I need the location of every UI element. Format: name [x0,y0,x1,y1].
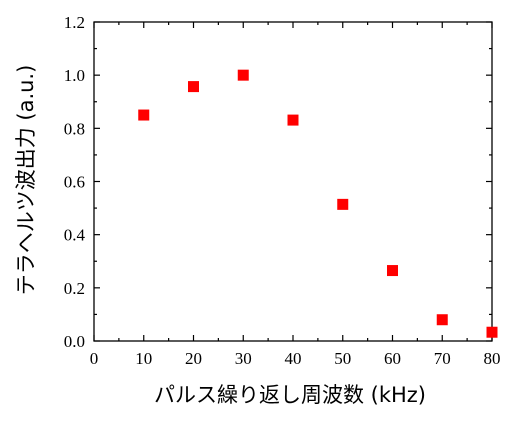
data-point [486,326,498,338]
x-tick-label: 0 [90,349,99,368]
x-tick-labels: 0 10 20 30 40 50 60 70 80 [90,349,501,368]
y-axis-title: テラヘルツ波出力 (a.u.) [14,65,38,296]
x-tick-label: 20 [185,349,202,368]
y-tick-label: 0.4 [64,226,86,245]
y-tick-label: 0.0 [64,332,85,351]
plot-axes [93,21,493,342]
y-tick-label: 0.6 [64,173,85,192]
x-tick-label: 10 [135,349,152,368]
y-tick-label: 1.2 [64,13,85,32]
data-point [188,81,199,93]
data-point [138,109,150,121]
x-tick-label: 60 [384,349,401,368]
x-tick-label: 50 [334,349,351,368]
data-point [237,69,249,81]
y-tick-label: 1.0 [64,66,85,85]
data-point [436,314,448,326]
data-points [138,69,498,338]
data-point [287,114,299,126]
x-axis-title: パルス繰り返し周波数 (kHz) [154,383,426,407]
y-tick-labels: 0.0 0.2 0.4 0.6 0.8 1.0 1.2 [64,13,86,351]
y-tick-label: 0.2 [64,279,85,298]
x-tick-label: 70 [434,349,451,368]
y-tick-label: 0.8 [64,119,85,138]
plot-frame [93,21,493,342]
x-tick-label: 80 [484,349,501,368]
data-point [337,198,349,210]
x-tick-label: 40 [285,349,302,368]
x-tick-label: 30 [235,349,252,368]
data-point [387,265,398,277]
